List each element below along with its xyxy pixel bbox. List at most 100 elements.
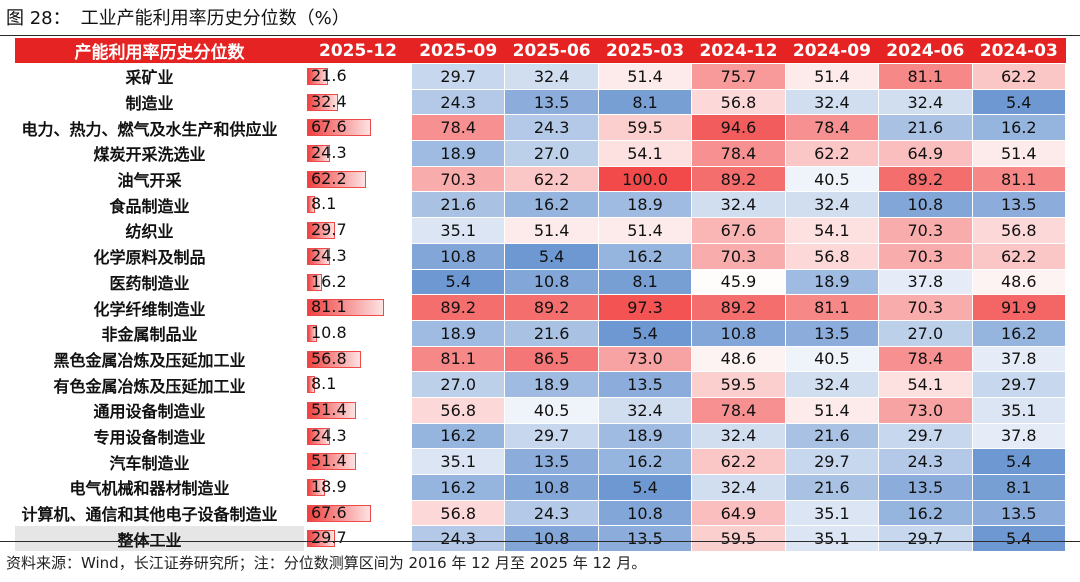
- table-row: 专用设备制造业 24.3 16.2 29.7 18.9 32.4 21.6 29.7 37.8: [14, 422, 1067, 450]
- table-row: 计算机、通信和其他电子设备制造业 67.6 56.8 24.3 10.8 64.9 35.1…: [14, 499, 1067, 527]
- heatmap-cell: 59.5: [691, 371, 786, 398]
- heatmap-cell: 81.1: [784, 294, 880, 321]
- row-label: 有色金属冶炼及压延加工业: [14, 371, 305, 398]
- heatmap-cell: 54.1: [878, 371, 973, 398]
- heatmap-cell: 97.3: [597, 294, 693, 321]
- data-label: 16.2: [311, 271, 347, 291]
- row-label: 采矿业: [14, 63, 305, 90]
- heatmap-cell: 89.2: [691, 165, 786, 193]
- column-header: 2024-09: [785, 38, 879, 64]
- data-bar: [307, 324, 318, 342]
- heatmap-cell: 5.4: [597, 319, 693, 347]
- data-bar: [307, 479, 325, 496]
- heatmap-cell: 81.1: [971, 165, 1067, 193]
- current-value-cell: 18.9: [304, 474, 412, 501]
- figure-title-text: 工业产能利用率历史分位数（%）: [80, 8, 350, 29]
- data-label: 51.4: [311, 399, 347, 419]
- heatmap-cell: 35.1: [971, 396, 1067, 424]
- heatmap-cell: 29.7: [784, 448, 880, 475]
- data-label: 62.2: [311, 168, 347, 188]
- heatmap-cell: 62.2: [784, 140, 880, 167]
- heatmap-cell: 16.2: [878, 499, 973, 527]
- row-label: 医药制造业: [14, 268, 305, 296]
- row-label: 黑色金属冶炼及压延加工业: [14, 345, 305, 373]
- heatmap-cell: 78.4: [691, 396, 786, 424]
- heatmap-cell: 13.5: [597, 525, 693, 553]
- heatmap-cell: 13.5: [784, 319, 880, 347]
- heatmap-cell: 29.7: [878, 422, 973, 450]
- heatmap-cell: 51.4: [504, 217, 599, 244]
- data-bar: [307, 401, 356, 419]
- heatmap-cell: 21.6: [784, 474, 880, 501]
- data-label: 10.8: [311, 322, 347, 342]
- heatmap-cell: 62.2: [971, 63, 1067, 90]
- row-label: 电力、热力、燃气及水生产和供应业: [14, 114, 305, 142]
- heatmap-cell: 70.3: [878, 294, 973, 321]
- heatmap-cell: 35.1: [784, 499, 880, 527]
- data-bar: [307, 427, 331, 445]
- heatmap-cell: 13.5: [597, 371, 693, 398]
- heatmap-cell: 24.3: [504, 499, 599, 527]
- header-row: 产能利用率历史分位数 2025-12 2025-09 2025-06 2025-03 2…: [14, 38, 1066, 64]
- heatmap-cell: 13.5: [878, 474, 973, 501]
- data-bar: [307, 68, 328, 85]
- row-label: 非金属制品业: [14, 319, 305, 347]
- current-value-cell: 51.4: [304, 448, 412, 475]
- data-label: 67.6: [311, 117, 347, 137]
- table-row: 非金属制品业 10.8 18.9 21.6 5.4 10.8 13.5 27.0 16.2: [14, 319, 1067, 347]
- heatmap-cell: 8.1: [597, 268, 693, 296]
- column-header: 2025-03: [598, 38, 692, 64]
- heatmap-cell: 32.4: [878, 88, 973, 116]
- data-bar: [307, 222, 336, 240]
- column-header: 2025-09: [411, 38, 505, 64]
- heatmap-cell: 51.4: [971, 140, 1067, 167]
- heatmap-cell: 62.2: [971, 242, 1067, 270]
- heatmap-cell: 51.4: [597, 217, 693, 244]
- data-bar: [307, 453, 356, 471]
- heatmap-cell: 70.3: [691, 242, 786, 270]
- current-value-cell: 8.1: [304, 191, 412, 219]
- heatmap-cell: 10.8: [597, 499, 693, 527]
- heatmap-cell: 18.9: [597, 422, 693, 450]
- data-label: 29.7: [311, 220, 347, 240]
- data-label: 21.6: [311, 66, 347, 85]
- current-value-cell: 81.1: [304, 294, 412, 321]
- heatmap-cell: 29.7: [410, 63, 506, 90]
- heatmap-cell: 32.4: [691, 422, 786, 450]
- heatmap-cell: 8.1: [597, 88, 693, 116]
- top-rule: [0, 35, 1080, 36]
- heatmap-cell: 67.6: [691, 217, 786, 244]
- heatmap-cell: 27.0: [504, 140, 599, 167]
- heatmap-cell: 18.9: [784, 268, 880, 296]
- table-row: 煤炭开采洗选业 24.3 18.9 27.0 54.1 78.4 62.2 64.9 51.4: [14, 140, 1067, 167]
- current-value-cell: 62.2: [304, 165, 412, 193]
- heatmap-cell: 18.9: [597, 191, 693, 219]
- table-row: 食品制造业 8.1 21.6 16.2 18.9 32.4 32.4 10.8 13.5: [14, 191, 1067, 219]
- heatmap-cell: 64.9: [691, 499, 786, 527]
- heatmap-cell: 56.8: [410, 499, 506, 527]
- heatmap-cell: 5.4: [971, 448, 1067, 475]
- table-row: 化学纤维制造业 81.1 89.2 89.2 97.3 89.2 81.1 70.3 91.9: [14, 294, 1067, 321]
- current-value-cell: 24.3: [304, 140, 412, 167]
- row-label: 电气机械和器材制造业: [14, 474, 305, 501]
- current-value-cell: 29.7: [304, 525, 412, 553]
- row-label: 食品制造业: [14, 191, 305, 219]
- bottom-rule: [0, 541, 1080, 542]
- table-row: 电力、热力、燃气及水生产和供应业 67.6 78.4 24.3 59.5 94.6 78.4…: [14, 114, 1067, 142]
- row-label: 汽车制造业: [14, 448, 305, 475]
- table-row: 有色金属冶炼及压延加工业 8.1 27.0 18.9 13.5 59.5 32.4 54.1 2…: [14, 371, 1067, 398]
- heatmap-cell: 51.4: [597, 63, 693, 90]
- row-label: 整体工业: [14, 525, 305, 553]
- heatmap-cell: 21.6: [784, 422, 880, 450]
- heatmap-cell: 32.4: [504, 63, 599, 90]
- heatmap-cell: 54.1: [597, 140, 693, 167]
- total-row: 整体工业 29.7 24.3 10.8 13.5 59.5 35.1 29.7 5.4: [14, 525, 1067, 553]
- heatmap-cell: 18.9: [410, 319, 506, 347]
- heatmap-cell: 37.8: [971, 422, 1067, 450]
- heatmap-cell: 32.4: [784, 371, 880, 398]
- row-label: 计算机、通信和其他电子设备制造业: [14, 499, 305, 527]
- heatmap-cell: 32.4: [784, 88, 880, 116]
- heatmap-cell: 59.5: [691, 525, 786, 553]
- heatmap-cell: 24.3: [410, 525, 506, 553]
- current-value-cell: 56.8: [304, 345, 412, 373]
